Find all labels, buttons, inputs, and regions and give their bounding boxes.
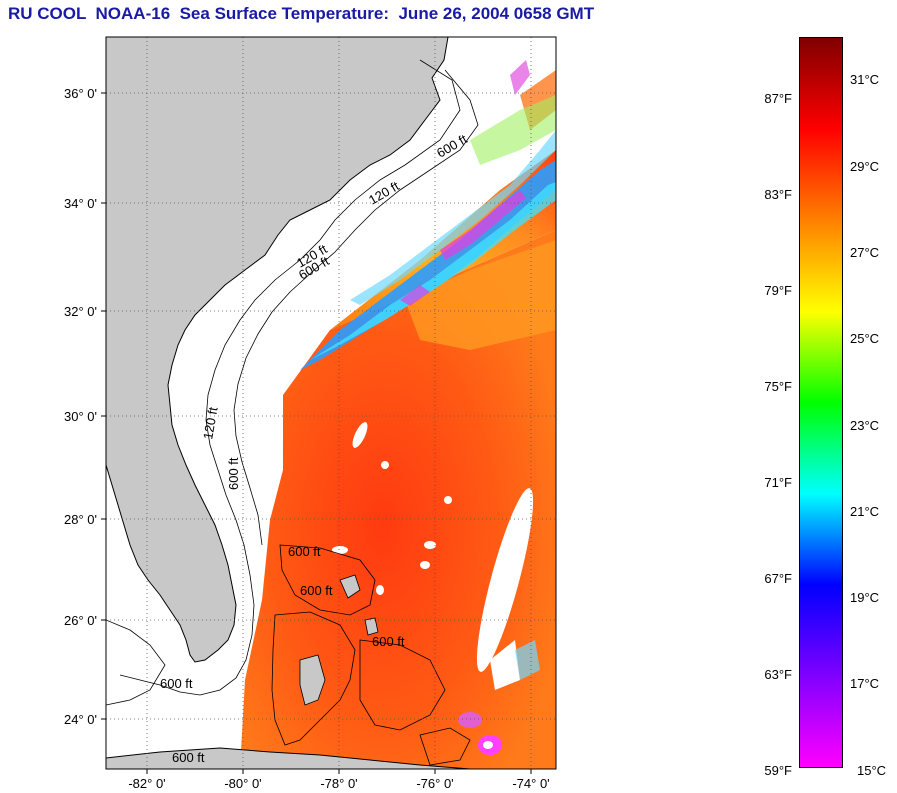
- contour-label: 600 ft: [288, 544, 321, 559]
- graticule: [106, 37, 556, 769]
- lon-label: -78° 0': [320, 776, 357, 791]
- lat-label: 26° 0': [64, 613, 97, 628]
- colorbar-f-label: 79°F: [764, 283, 792, 298]
- colorbar-c-label: 25°C: [850, 331, 880, 346]
- lat-label: 30° 0': [64, 409, 97, 424]
- colorbar-f-label: 71°F: [764, 475, 792, 490]
- colorbar-c-label: 31°C: [850, 72, 880, 87]
- lat-label: 36° 0': [64, 86, 97, 101]
- land-cuba: [106, 747, 471, 769]
- contour-label: 600 ft: [160, 676, 193, 691]
- lon-label: -82° 0': [128, 776, 165, 791]
- map-frame: [105, 36, 557, 770]
- colorbar-f-label: 63°F: [764, 667, 792, 682]
- colorbar-f-label: 87°F: [764, 91, 792, 106]
- colorbar-f-label: 83°F: [764, 187, 792, 202]
- colorbar-c-label: 17°C: [850, 676, 880, 691]
- lat-label: 24° 0': [64, 712, 97, 727]
- lon-label: -74° 0': [512, 776, 549, 791]
- lat-label: 28° 0': [64, 512, 97, 527]
- colorbar-f-label: 75°F: [764, 379, 792, 394]
- land-bahamas: [299, 654, 326, 706]
- lon-label: -80° 0': [224, 776, 261, 791]
- page-title: RU COOL NOAA-16 Sea Surface Temperature:…: [8, 4, 595, 23]
- cloud-patch: [476, 488, 534, 672]
- contour-label: 600 ft: [172, 750, 205, 765]
- contour-label: 120 ft: [200, 406, 220, 441]
- lat-label: 34° 0': [64, 196, 97, 211]
- contour-label: 600 ft: [226, 457, 241, 490]
- colorbar-c-label: 21°C: [850, 504, 880, 519]
- colorbar-c-label: 19°C: [850, 590, 880, 605]
- contour-label: 600 ft: [372, 634, 405, 649]
- land-us-coast: [106, 37, 449, 663]
- temperature-colorbar: [799, 37, 843, 768]
- colorbar-f-label: 67°F: [764, 571, 792, 586]
- colorbar-f-label: 59°F: [764, 763, 792, 778]
- contour-label: 600 ft: [300, 583, 333, 598]
- colorbar-c-label: 23°C: [850, 418, 880, 433]
- warm-water-region: [240, 230, 556, 769]
- colorbar-c-label: 15°C: [857, 763, 887, 778]
- colorbar-c-label: 27°C: [850, 245, 880, 260]
- lat-label: 32° 0': [64, 304, 97, 319]
- colorbar-c-label: 29°C: [850, 159, 880, 174]
- lon-label: -76° 0': [416, 776, 453, 791]
